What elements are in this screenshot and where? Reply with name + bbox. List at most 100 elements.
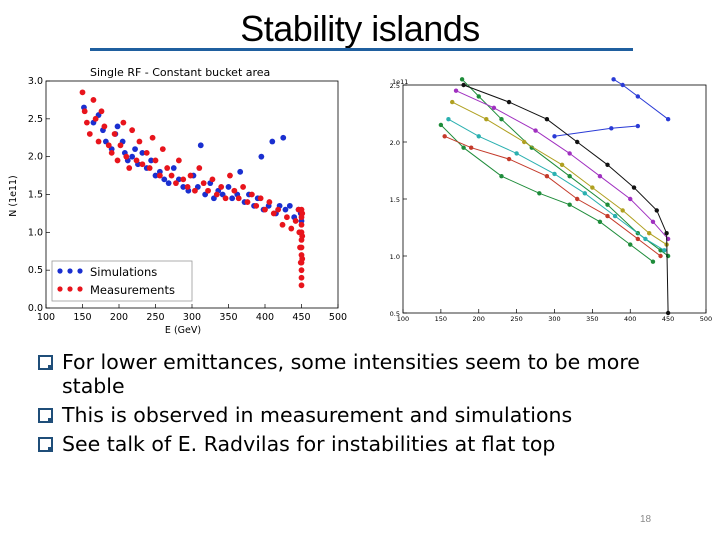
data-point (266, 199, 273, 205)
data-point (298, 267, 305, 274)
data-point (123, 153, 130, 160)
data-point (196, 165, 203, 171)
data-point (98, 108, 105, 115)
data-point (161, 176, 168, 183)
data-point (248, 191, 255, 198)
data-point (175, 157, 182, 164)
data-point (299, 233, 306, 240)
x-tick-label: 400 (256, 312, 274, 323)
data-point (152, 172, 159, 179)
data-point (136, 138, 143, 145)
data-point (244, 199, 251, 205)
bullet-item: See talk of E. Radvilas for instabilitie… (38, 432, 688, 456)
legend-marker (77, 286, 83, 292)
data-point (126, 165, 133, 171)
bullet-text: For lower emittances, some intensities s… (62, 350, 640, 398)
data-point (299, 210, 306, 217)
data-point (279, 221, 286, 228)
data-point (231, 187, 238, 194)
y-tick-label: 1.0 (28, 227, 43, 238)
data-point (111, 131, 118, 137)
data-point (114, 157, 121, 164)
data-point (237, 168, 244, 175)
data-point (90, 97, 97, 103)
data-point (170, 165, 177, 171)
data-point (132, 146, 138, 153)
data-point (240, 184, 247, 190)
page-number: 18 (640, 514, 652, 525)
data-point (92, 115, 99, 122)
data-point (280, 134, 287, 141)
bullet-item: For lower emittances, some intensities s… (38, 350, 688, 398)
data-point (152, 157, 159, 164)
data-point (165, 180, 172, 187)
data-point (299, 255, 306, 262)
data-point (235, 195, 242, 202)
data-point (83, 119, 90, 126)
data-point (275, 206, 282, 213)
data-point (222, 195, 229, 202)
data-point (114, 123, 121, 130)
data-point (284, 214, 290, 221)
y-tick-label: 3.0 (28, 76, 43, 87)
data-point (258, 153, 265, 160)
x-tick-label: 350 (219, 312, 237, 323)
data-point (225, 184, 232, 190)
data-point (298, 282, 305, 289)
data-point (197, 142, 204, 149)
data-point (146, 165, 153, 171)
data-point (149, 134, 156, 141)
legend-marker (57, 286, 63, 292)
data-point (173, 180, 179, 187)
x-tick-label: 250 (146, 312, 164, 323)
x-tick-label: 150 (73, 312, 91, 323)
data-point (139, 161, 146, 168)
title-underline (90, 48, 633, 51)
data-point (108, 149, 115, 156)
data-point (180, 184, 187, 190)
data-point (253, 202, 260, 209)
y-tick-label: 2.5 (28, 114, 43, 125)
checkbox-bullet-icon (38, 355, 53, 370)
legend-marker (57, 268, 63, 274)
bullet-item: This is observed in measurement and simu… (38, 403, 688, 427)
x-tick-label: 100 (37, 312, 55, 323)
data-point (288, 225, 295, 232)
data-point (192, 187, 198, 194)
data-point (205, 187, 211, 194)
data-point (286, 202, 293, 209)
bullet-text: This is observed in measurement and simu… (62, 402, 573, 427)
data-point (81, 108, 88, 115)
data-point (257, 195, 264, 202)
data-point (270, 210, 277, 217)
data-point (298, 274, 305, 281)
data-point (133, 157, 140, 164)
bullet-list: For lower emittances, some intensities s… (38, 350, 688, 461)
data-point (168, 172, 175, 179)
data-point (117, 142, 124, 149)
x-tick-label: 300 (183, 312, 201, 323)
data-point (200, 180, 207, 187)
data-point (269, 138, 276, 145)
chart-title: Single RF - Constant bucket area (90, 66, 270, 79)
data-point (209, 176, 216, 183)
data-point (129, 153, 136, 160)
data-point (262, 206, 268, 213)
data-point (159, 146, 166, 153)
x-axis-label: E (GeV) (165, 325, 201, 336)
data-point (218, 184, 225, 190)
y-tick-label: 1.5 (28, 190, 43, 201)
checkbox-bullet-icon (38, 407, 53, 423)
bullet-text: See talk of E. Radvilas for instabilitie… (62, 431, 556, 456)
legend-marker (77, 268, 83, 274)
data-point (101, 123, 108, 130)
data-point (298, 244, 305, 251)
data-point (143, 149, 150, 156)
y-tick-label: 0.0 (28, 303, 43, 314)
legend: Simulations Measurements (51, 260, 193, 302)
data-point (95, 138, 102, 145)
y-axis-label: N (1e11) (8, 175, 19, 217)
x-tick-label: 500 (329, 312, 347, 323)
data-point (148, 157, 155, 164)
